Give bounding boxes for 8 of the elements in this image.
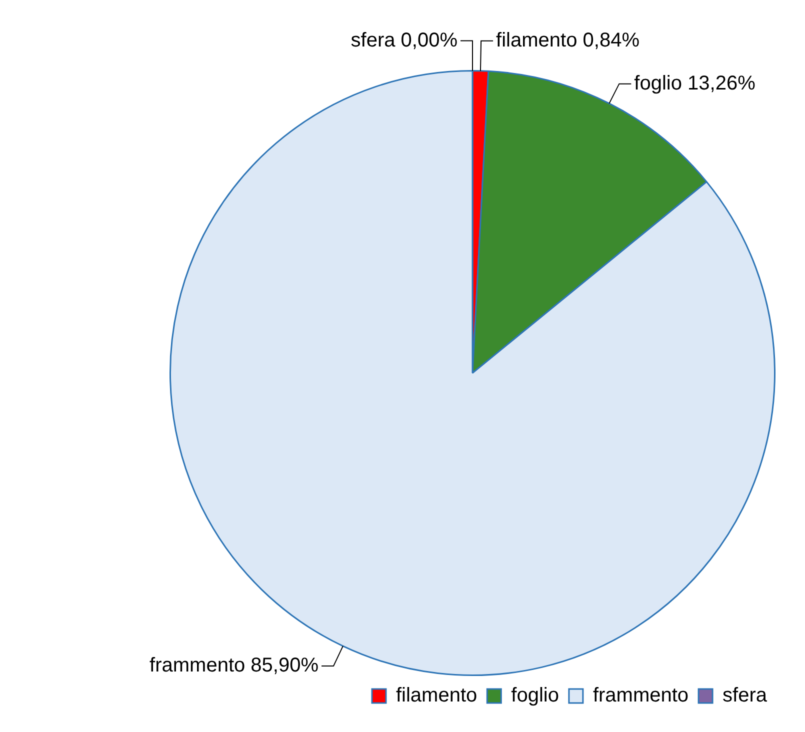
legend-label: frammento bbox=[592, 684, 689, 707]
category-label: sfera 0,00% bbox=[350, 29, 458, 52]
category-label: filamento 0,84% bbox=[496, 29, 640, 52]
category-label: foglio 13,26% bbox=[634, 72, 756, 94]
legend-label: foglio bbox=[511, 684, 559, 707]
legend-label: sfera bbox=[722, 684, 768, 707]
category-label: frammento 85,90% bbox=[150, 654, 319, 676]
legend-label: filamento bbox=[396, 684, 478, 707]
